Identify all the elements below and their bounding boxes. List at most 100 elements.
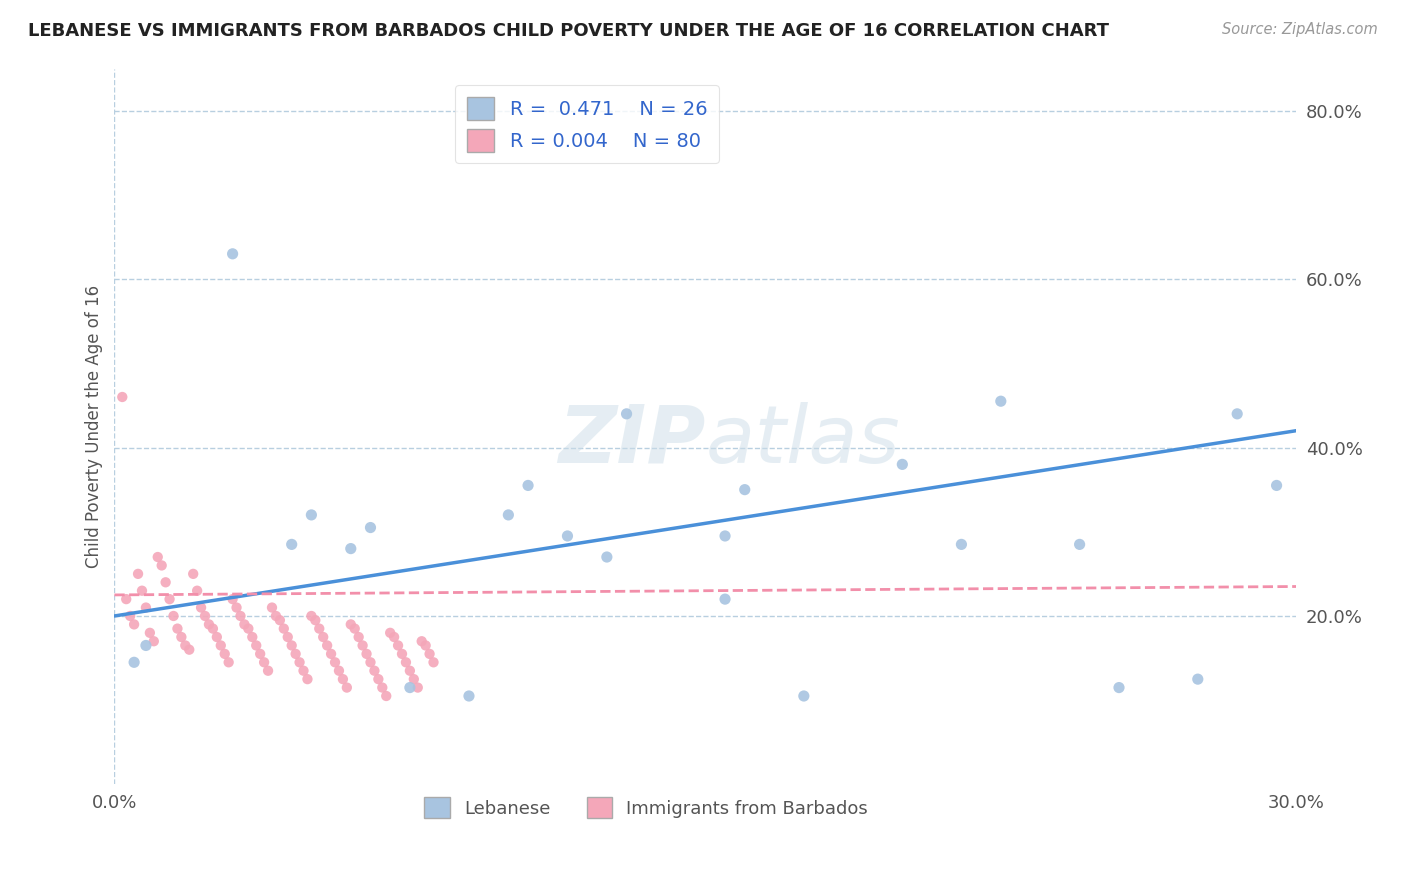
Point — [190, 600, 212, 615]
Point — [162, 609, 184, 624]
Point — [395, 655, 418, 669]
Point — [122, 655, 145, 669]
Point — [328, 664, 350, 678]
Text: LEBANESE VS IMMIGRANTS FROM BARBADOS CHILD POVERTY UNDER THE AGE OF 16 CORRELATI: LEBANESE VS IMMIGRANTS FROM BARBADOS CHI… — [28, 22, 1109, 40]
Point — [458, 689, 481, 703]
Point — [135, 639, 157, 653]
Point — [360, 655, 382, 669]
Point — [950, 537, 973, 551]
Point — [229, 609, 252, 624]
Point — [422, 655, 444, 669]
Point — [375, 689, 398, 703]
Point — [238, 622, 260, 636]
Point — [198, 617, 221, 632]
Point — [391, 647, 413, 661]
Point — [419, 647, 441, 661]
Point — [399, 664, 422, 678]
Text: atlas: atlas — [706, 401, 900, 480]
Point — [135, 600, 157, 615]
Point — [115, 592, 138, 607]
Point — [382, 630, 405, 644]
Point — [332, 672, 354, 686]
Point — [714, 529, 737, 543]
Point — [280, 639, 302, 653]
Point — [299, 508, 322, 522]
Point — [367, 672, 389, 686]
Point — [336, 681, 359, 695]
Point — [517, 478, 540, 492]
Point — [122, 617, 145, 632]
Point — [406, 681, 429, 695]
Point — [181, 566, 204, 581]
Point — [249, 647, 271, 661]
Point — [1187, 672, 1209, 686]
Point — [166, 622, 188, 636]
Point — [360, 520, 382, 534]
Point — [402, 672, 425, 686]
Point — [218, 655, 240, 669]
Point — [225, 600, 247, 615]
Point — [253, 655, 276, 669]
Point — [1265, 478, 1288, 492]
Point — [127, 566, 149, 581]
Point — [111, 390, 134, 404]
Point — [399, 681, 422, 695]
Point — [186, 583, 208, 598]
Point — [557, 529, 579, 543]
Point — [209, 639, 232, 653]
Point — [146, 549, 169, 564]
Point — [240, 630, 263, 644]
Point — [371, 681, 394, 695]
Point — [1108, 681, 1130, 695]
Point — [387, 639, 409, 653]
Point — [194, 609, 217, 624]
Point — [179, 642, 201, 657]
Point — [299, 609, 322, 624]
Text: Source: ZipAtlas.com: Source: ZipAtlas.com — [1222, 22, 1378, 37]
Point — [411, 634, 433, 648]
Point — [316, 639, 339, 653]
Point — [415, 639, 437, 653]
Point — [139, 625, 162, 640]
Point — [734, 483, 756, 497]
Legend: Lebanese, Immigrants from Barbados: Lebanese, Immigrants from Barbados — [418, 790, 876, 825]
Point — [221, 592, 243, 607]
Point — [304, 613, 326, 627]
Point — [891, 458, 914, 472]
Point — [380, 625, 402, 640]
Point — [363, 664, 385, 678]
Point — [170, 630, 193, 644]
Point — [214, 647, 236, 661]
Point — [273, 622, 295, 636]
Point — [319, 647, 342, 661]
Point — [339, 617, 361, 632]
Point — [131, 583, 153, 598]
Point — [284, 647, 307, 661]
Point — [245, 639, 267, 653]
Point — [1226, 407, 1249, 421]
Point — [155, 575, 177, 590]
Point — [498, 508, 520, 522]
Point — [292, 664, 315, 678]
Point — [120, 609, 142, 624]
Point — [356, 647, 378, 661]
Point — [201, 622, 224, 636]
Point — [312, 630, 335, 644]
Point — [174, 639, 197, 653]
Point — [221, 247, 243, 261]
Point — [308, 622, 330, 636]
Point — [288, 655, 311, 669]
Point — [159, 592, 181, 607]
Point — [990, 394, 1012, 409]
Point — [150, 558, 173, 573]
Point — [280, 537, 302, 551]
Point — [714, 592, 737, 607]
Point — [339, 541, 361, 556]
Point — [277, 630, 299, 644]
Point — [142, 634, 165, 648]
Point — [1069, 537, 1091, 551]
Point — [347, 630, 370, 644]
Point — [269, 613, 291, 627]
Text: ZIP: ZIP — [558, 401, 706, 480]
Point — [260, 600, 283, 615]
